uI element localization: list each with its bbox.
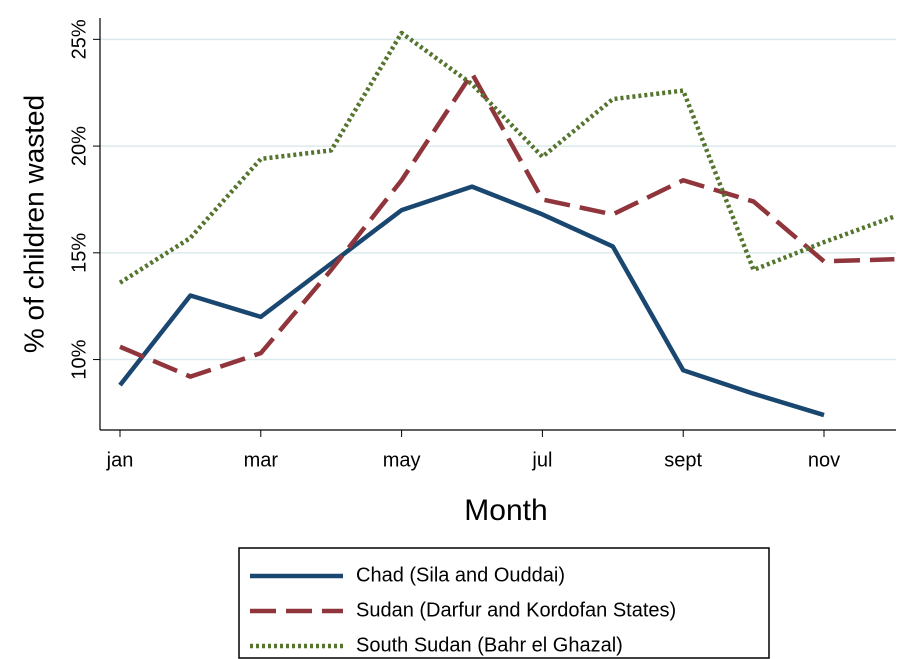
y-tick-label: 15% bbox=[68, 233, 90, 273]
y-tick-label: 10% bbox=[68, 339, 90, 379]
legend-label: Chad (Sila and Ouddai) bbox=[356, 564, 565, 586]
y-tick-label: 20% bbox=[68, 126, 90, 166]
y-tick-label: 25% bbox=[68, 19, 90, 59]
x-axis-title: Month bbox=[464, 494, 547, 527]
series-line bbox=[118, 184, 825, 418]
legend-box bbox=[238, 547, 770, 659]
x-tick-label: nov bbox=[808, 449, 840, 471]
x-tick-label: mar bbox=[244, 449, 279, 471]
x-tick-label: sept bbox=[664, 449, 702, 471]
series-line bbox=[119, 71, 895, 379]
series-line bbox=[118, 30, 896, 285]
x-tick-label: may bbox=[383, 449, 421, 471]
legend-label: Sudan (Darfur and Kordofan States) bbox=[356, 599, 676, 621]
y-axis-title: % of children wasted bbox=[18, 95, 49, 353]
x-tick-label: jan bbox=[106, 449, 134, 471]
legend-label: South Sudan (Bahr el Ghazal) bbox=[356, 634, 623, 656]
x-tick-label: jul bbox=[531, 449, 552, 471]
